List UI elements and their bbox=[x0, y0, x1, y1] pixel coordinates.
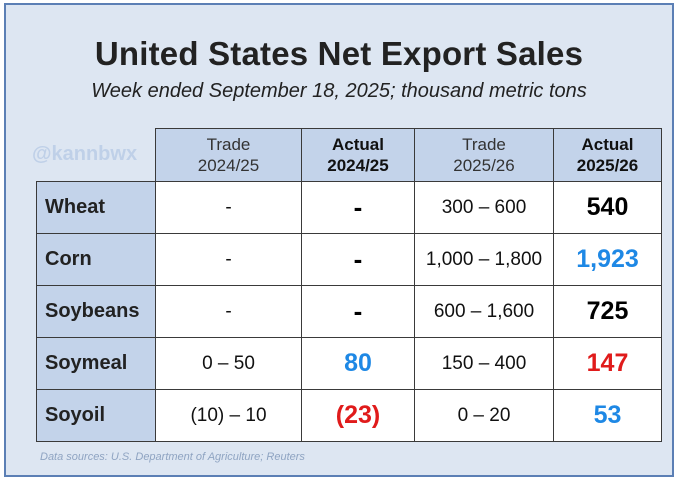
page-title: United States Net Export Sales bbox=[94, 35, 584, 72]
cell-trade-2025-26: 150 – 400 bbox=[414, 337, 554, 390]
cell-actual-2024-25: - bbox=[301, 181, 415, 234]
cell-actual-2025-26: 147 bbox=[553, 337, 662, 390]
column-header-line2: 2025/26 bbox=[453, 156, 515, 175]
table-row-soybeans: Soybeans - - 600 – 1,600 725 bbox=[36, 285, 662, 338]
column-header-line1: Actual bbox=[581, 135, 634, 154]
cell-actual-2025-26: 725 bbox=[553, 285, 662, 338]
cell-trade-2024-25: - bbox=[155, 233, 302, 286]
cell-actual-2024-25: (23) bbox=[301, 389, 415, 442]
cell-trade-2025-26: 300 – 600 bbox=[414, 181, 554, 234]
row-label-soymeal: Soymeal bbox=[36, 337, 156, 390]
row-label-corn: Corn bbox=[36, 233, 156, 286]
column-header-line2: 2025/26 bbox=[576, 156, 639, 175]
cell-actual-2024-25: - bbox=[301, 233, 415, 286]
author-watermark: @kannbwx bbox=[32, 143, 138, 165]
cell-trade-2024-25: - bbox=[155, 181, 302, 234]
column-header-line2: 2024/25 bbox=[327, 156, 389, 175]
row-label-soyoil: Soyoil bbox=[36, 389, 156, 442]
table-row-corn: Corn - - 1,000 – 1,800 1,923 bbox=[36, 233, 662, 286]
column-header-line2: 2024/25 bbox=[197, 156, 260, 175]
cell-trade-2024-25: - bbox=[155, 285, 302, 338]
table-row-soyoil: Soyoil (10) – 10 (23) 0 – 20 53 bbox=[36, 389, 662, 442]
row-label-soybeans: Soybeans bbox=[36, 285, 156, 338]
cell-trade-2025-26: 0 – 20 bbox=[414, 389, 554, 442]
cell-actual-2024-25: - bbox=[301, 285, 415, 338]
column-header-actual-2024-25: Actual 2024/25 bbox=[301, 128, 415, 182]
cell-actual-2025-26: 540 bbox=[553, 181, 662, 234]
column-header-line1: Actual bbox=[332, 135, 384, 154]
column-header-actual-2025-26: Actual 2025/26 bbox=[553, 128, 662, 182]
column-header-line1: Trade bbox=[462, 135, 506, 154]
cell-trade-2025-26: 1,000 – 1,800 bbox=[414, 233, 554, 286]
export-sales-panel: United States Net Export Sales Week ende… bbox=[4, 3, 674, 477]
table-header-row: Trade 2024/25 Actual 2024/25 Trade 2025/… bbox=[37, 128, 662, 182]
cell-trade-2024-25: 0 – 50 bbox=[155, 337, 302, 390]
cell-actual-2024-25: 80 bbox=[301, 337, 415, 390]
cell-trade-2025-26: 600 – 1,600 bbox=[414, 285, 554, 338]
export-sales-table: Trade 2024/25 Actual 2024/25 Trade 2025/… bbox=[36, 128, 662, 442]
column-header-trade-2024-25: Trade 2024/25 bbox=[155, 128, 302, 182]
page-subtitle: Week ended September 18, 2025; thousand … bbox=[91, 80, 587, 102]
table-corner bbox=[37, 129, 156, 182]
table-row-soymeal: Soymeal 0 – 50 80 150 – 400 147 bbox=[36, 337, 662, 390]
column-header-line1: Trade bbox=[206, 135, 251, 154]
table-row-wheat: Wheat - - 300 – 600 540 bbox=[36, 181, 662, 234]
column-header-trade-2025-26: Trade 2025/26 bbox=[414, 128, 554, 182]
cell-trade-2024-25: (10) – 10 bbox=[155, 389, 302, 442]
cell-actual-2025-26: 1,923 bbox=[553, 233, 662, 286]
row-label-wheat: Wheat bbox=[36, 181, 156, 234]
cell-actual-2025-26: 53 bbox=[553, 389, 662, 442]
data-source-footnote: Data sources: U.S. Department of Agricul… bbox=[40, 451, 305, 463]
